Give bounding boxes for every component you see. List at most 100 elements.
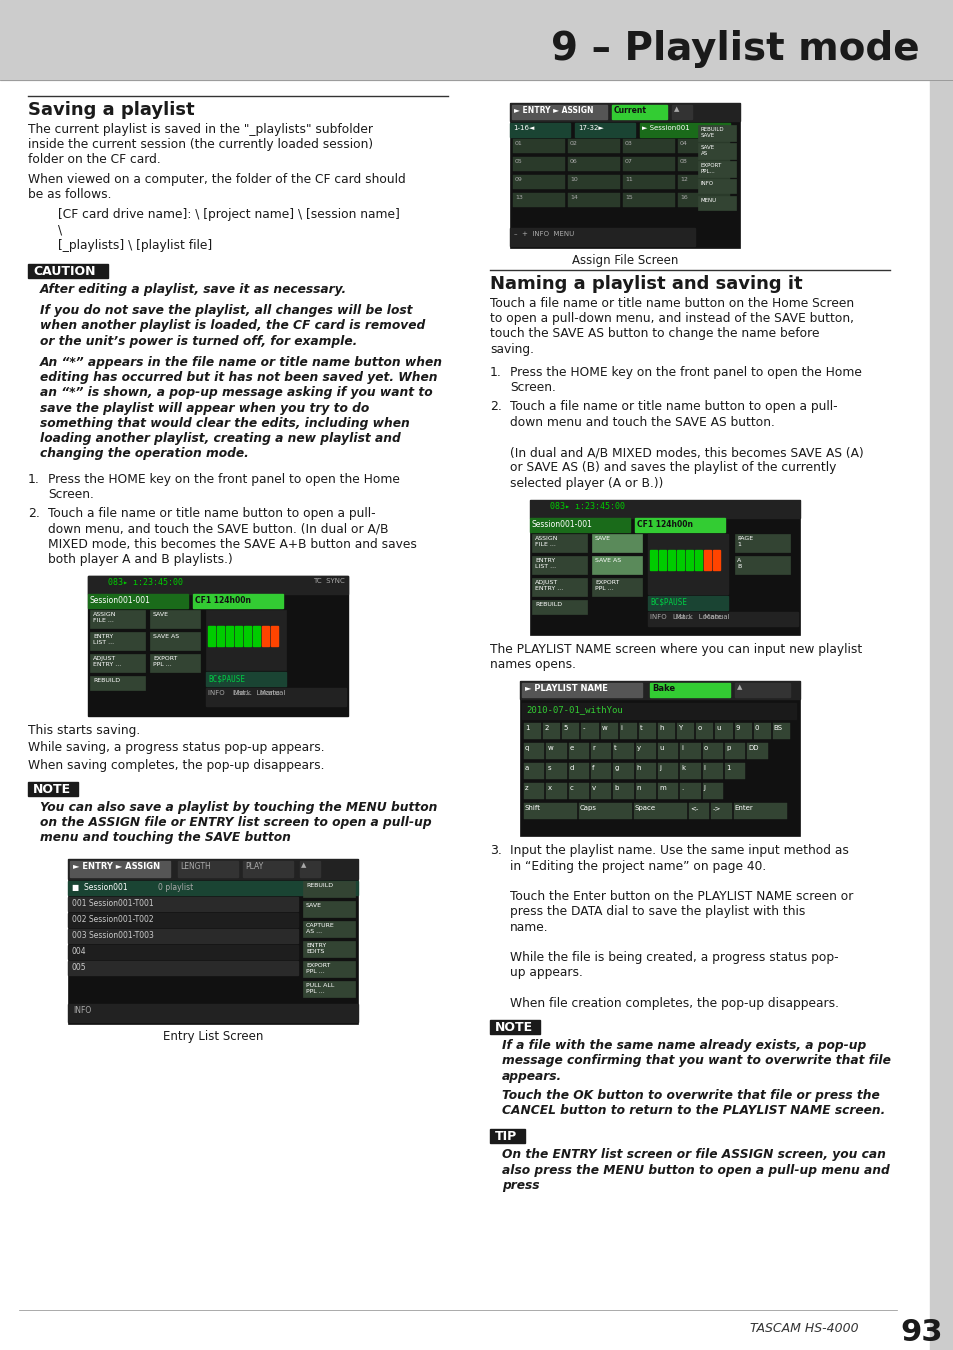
Text: 005: 005	[71, 963, 87, 972]
Bar	[592, 556, 641, 574]
Text: h: h	[659, 725, 662, 732]
Text: Space: Space	[635, 806, 656, 811]
Bar	[702, 783, 722, 799]
Text: ASSIGN
FILE ...: ASSIGN FILE ...	[92, 613, 116, 624]
Text: 2.: 2.	[28, 508, 40, 520]
Bar	[70, 861, 170, 876]
Bar	[150, 655, 200, 672]
Text: MENU: MENU	[700, 198, 717, 202]
Bar	[88, 576, 348, 717]
Text: 1: 1	[524, 725, 529, 732]
Text: REBUILD
SAVE: REBUILD SAVE	[700, 127, 724, 138]
Bar	[613, 744, 633, 760]
Bar	[568, 764, 588, 779]
Text: t: t	[614, 745, 617, 752]
Bar	[150, 632, 200, 651]
Text: editing has occurred but it has not been saved yet. When: editing has occurred but it has not been…	[40, 371, 437, 385]
Text: save the playlist will appear when you try to do: save the playlist will appear when you t…	[40, 402, 369, 414]
Text: ASSIGN
FILE ...: ASSIGN FILE ...	[535, 536, 558, 547]
Text: Touch a file name or title name button to open a pull-: Touch a file name or title name button t…	[510, 401, 837, 413]
Text: When viewed on a computer, the folder of the CF card should: When viewed on a computer, the folder of…	[28, 173, 405, 186]
Text: 01: 01	[515, 140, 522, 146]
Text: Touch a file name or title name button on the Home Screen: Touch a file name or title name button o…	[490, 297, 853, 310]
Bar	[530, 518, 629, 532]
Bar	[647, 595, 727, 610]
Text: press the DATA dial to save the playlist with this: press the DATA dial to save the playlist…	[510, 906, 804, 918]
Bar	[734, 535, 789, 552]
Text: in “Editing the project name” on page 40.: in “Editing the project name” on page 40…	[510, 860, 765, 872]
Bar	[68, 929, 297, 942]
Bar	[613, 764, 633, 779]
Text: to open a pull-down menu, and instead of the SAVE button,: to open a pull-down menu, and instead of…	[490, 312, 853, 325]
Bar	[658, 764, 678, 779]
Bar	[685, 549, 692, 570]
Text: 14: 14	[569, 194, 578, 200]
Bar	[303, 941, 355, 957]
Text: w: w	[547, 745, 553, 752]
Text: Assign File Screen: Assign File Screen	[571, 254, 678, 267]
Text: ► ENTRY ► ASSIGN: ► ENTRY ► ASSIGN	[73, 861, 160, 871]
Text: Current: Current	[614, 107, 646, 115]
Text: EXPORT
PPL ...: EXPORT PPL ...	[595, 580, 618, 591]
Text: ► PLAYLIST NAME: ► PLAYLIST NAME	[524, 684, 607, 694]
Text: be as follows.: be as follows.	[28, 188, 112, 201]
Text: b: b	[614, 786, 618, 791]
Bar	[546, 783, 566, 799]
Bar	[303, 980, 355, 996]
Bar	[647, 535, 727, 594]
Bar	[521, 683, 641, 698]
Bar	[724, 764, 744, 779]
Text: SAVE: SAVE	[595, 536, 610, 541]
Text: when another playlist is loaded, the CF card is removed: when another playlist is loaded, the CF …	[40, 320, 425, 332]
Text: TIP: TIP	[495, 1130, 517, 1143]
Bar	[567, 139, 619, 153]
Text: 5: 5	[562, 725, 567, 732]
Bar	[216, 626, 224, 647]
Text: Screen.: Screen.	[48, 487, 93, 501]
Bar	[635, 744, 656, 760]
Text: 09: 09	[515, 177, 522, 182]
Text: x: x	[547, 786, 551, 791]
Bar	[561, 724, 578, 740]
Bar	[772, 724, 789, 740]
Text: up appears.: up appears.	[510, 967, 582, 980]
Text: [_playlists] \ [playlist file]: [_playlists] \ [playlist file]	[58, 239, 212, 251]
Bar	[695, 549, 701, 570]
Text: 93: 93	[899, 1318, 942, 1347]
Bar	[658, 783, 678, 799]
Text: 1: 1	[725, 765, 730, 771]
Bar	[519, 682, 800, 699]
Bar	[702, 744, 722, 760]
Bar	[530, 500, 800, 518]
Text: REBUILD: REBUILD	[92, 678, 120, 683]
Bar	[724, 744, 744, 760]
Text: After editing a playlist, save it as necessary.: After editing a playlist, save it as nec…	[40, 284, 347, 296]
Bar	[622, 193, 675, 207]
Bar	[580, 724, 598, 740]
Text: (In dual and A/B MIXED modes, this becomes SAVE AS (A): (In dual and A/B MIXED modes, this becom…	[510, 447, 862, 459]
Text: 2.: 2.	[490, 401, 501, 413]
Bar	[698, 196, 735, 211]
Bar	[702, 764, 722, 779]
Bar	[243, 861, 293, 876]
Text: An “*” appears in the file name or title name button when: An “*” appears in the file name or title…	[40, 356, 442, 369]
Text: Touch a file name or title name button to open a pull-: Touch a file name or title name button t…	[48, 508, 375, 520]
Text: 03: 03	[624, 140, 632, 146]
Bar	[679, 764, 700, 779]
Text: d: d	[569, 765, 574, 771]
Text: z: z	[524, 786, 528, 791]
Bar	[303, 900, 355, 917]
Bar	[510, 103, 740, 248]
Text: appears.: appears.	[501, 1069, 561, 1083]
Text: BC$PAUSE: BC$PAUSE	[208, 674, 245, 683]
Text: When saving completes, the pop-up disappears.: When saving completes, the pop-up disapp…	[28, 759, 324, 772]
Bar	[600, 724, 617, 740]
Bar	[711, 803, 731, 819]
Text: ADJUST
ENTRY ...: ADJUST ENTRY ...	[92, 656, 121, 667]
Text: 002 Session001-T002: 002 Session001-T002	[71, 915, 153, 923]
Bar	[678, 157, 729, 171]
Text: If a file with the same name already exists, a pop-up: If a file with the same name already exi…	[501, 1040, 865, 1052]
Bar	[639, 724, 656, 740]
Text: -: -	[582, 725, 584, 732]
Text: menu and touching the SAVE button: menu and touching the SAVE button	[40, 832, 291, 845]
